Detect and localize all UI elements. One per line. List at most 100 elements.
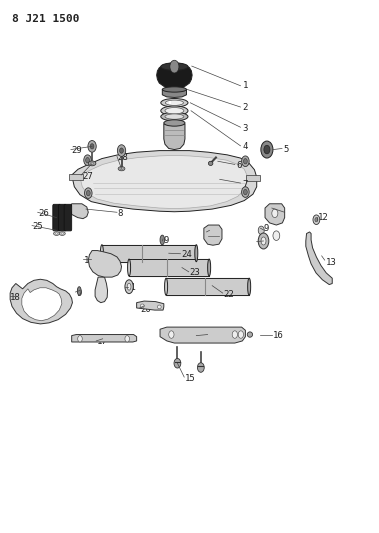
Text: 30: 30 [257, 238, 268, 247]
Circle shape [170, 60, 179, 73]
Ellipse shape [55, 233, 58, 235]
FancyBboxPatch shape [53, 204, 60, 231]
Text: 18: 18 [10, 293, 21, 302]
Text: 9: 9 [76, 288, 81, 297]
Polygon shape [88, 251, 122, 277]
Text: 10: 10 [210, 226, 221, 235]
Polygon shape [162, 90, 186, 98]
Ellipse shape [157, 305, 161, 309]
Polygon shape [80, 156, 247, 208]
Circle shape [238, 331, 243, 338]
Polygon shape [204, 225, 222, 245]
Circle shape [313, 215, 320, 224]
Text: 29: 29 [72, 146, 83, 155]
Text: 6: 6 [237, 161, 242, 170]
FancyBboxPatch shape [64, 204, 72, 231]
Text: 20: 20 [140, 304, 151, 313]
Circle shape [258, 226, 264, 235]
Polygon shape [137, 301, 164, 310]
Polygon shape [72, 335, 137, 342]
Polygon shape [95, 277, 108, 303]
Ellipse shape [208, 259, 211, 276]
Ellipse shape [164, 120, 185, 126]
Text: 16: 16 [273, 331, 283, 340]
Text: 26: 26 [38, 209, 49, 218]
Text: 22: 22 [224, 289, 234, 298]
Ellipse shape [247, 332, 252, 337]
Circle shape [117, 145, 126, 157]
Text: 3: 3 [242, 124, 248, 133]
Circle shape [264, 146, 270, 154]
Circle shape [86, 158, 89, 163]
Text: 21: 21 [125, 283, 136, 292]
Ellipse shape [77, 287, 81, 295]
Ellipse shape [162, 87, 186, 92]
Polygon shape [246, 175, 260, 181]
Ellipse shape [165, 114, 184, 119]
Ellipse shape [161, 99, 188, 107]
Circle shape [120, 148, 124, 154]
Text: 19: 19 [84, 256, 94, 264]
Ellipse shape [59, 232, 65, 236]
Polygon shape [69, 174, 83, 180]
Ellipse shape [100, 245, 103, 262]
Text: 13: 13 [326, 258, 336, 266]
Polygon shape [72, 151, 257, 212]
Text: 9: 9 [163, 237, 168, 246]
Ellipse shape [88, 161, 96, 166]
Polygon shape [70, 204, 88, 219]
Circle shape [272, 209, 278, 217]
Text: 4: 4 [242, 142, 248, 151]
Ellipse shape [208, 161, 213, 165]
Ellipse shape [195, 245, 198, 262]
Text: 24: 24 [181, 251, 192, 260]
Ellipse shape [160, 235, 164, 245]
Circle shape [125, 336, 130, 342]
Ellipse shape [61, 233, 63, 235]
Text: 8 J21 1500: 8 J21 1500 [12, 14, 80, 24]
Text: 27: 27 [82, 172, 92, 181]
Circle shape [273, 231, 280, 240]
Text: 5: 5 [284, 145, 289, 154]
Polygon shape [10, 279, 72, 324]
Text: 17: 17 [97, 337, 108, 346]
Ellipse shape [161, 106, 188, 116]
Circle shape [78, 336, 82, 342]
Circle shape [84, 155, 91, 165]
Ellipse shape [258, 233, 269, 249]
Text: 23: 23 [190, 269, 200, 277]
FancyBboxPatch shape [58, 204, 66, 231]
Text: 7: 7 [242, 180, 248, 189]
Polygon shape [160, 327, 245, 343]
Text: 14: 14 [197, 332, 208, 341]
Ellipse shape [53, 232, 60, 236]
Polygon shape [22, 288, 62, 321]
Text: 8: 8 [118, 209, 123, 218]
Circle shape [315, 217, 318, 222]
Ellipse shape [140, 304, 144, 308]
Ellipse shape [247, 278, 251, 295]
Text: 2: 2 [242, 102, 248, 111]
Text: 1: 1 [242, 81, 248, 90]
Polygon shape [157, 63, 192, 90]
Text: 12: 12 [318, 213, 329, 222]
Text: 11: 11 [273, 205, 283, 214]
Ellipse shape [165, 100, 183, 106]
Circle shape [85, 188, 92, 198]
Ellipse shape [165, 108, 184, 114]
Text: 28: 28 [118, 153, 128, 162]
Ellipse shape [90, 163, 94, 165]
Ellipse shape [127, 283, 131, 290]
Circle shape [241, 187, 249, 197]
Ellipse shape [161, 112, 188, 121]
Text: 25: 25 [33, 222, 44, 231]
Circle shape [243, 159, 247, 164]
Circle shape [243, 189, 247, 195]
Circle shape [88, 141, 96, 152]
Ellipse shape [261, 237, 266, 245]
Ellipse shape [161, 63, 188, 70]
Text: 15: 15 [185, 374, 196, 383]
Ellipse shape [128, 259, 131, 276]
Ellipse shape [164, 278, 168, 295]
Ellipse shape [118, 166, 125, 171]
